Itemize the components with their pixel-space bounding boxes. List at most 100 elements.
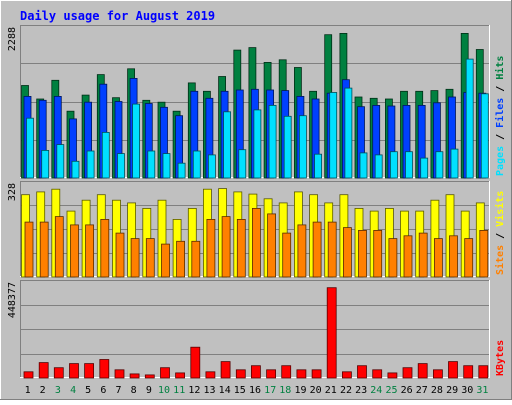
x-tick-label-day-27: 27: [416, 385, 428, 396]
bar-pages-day-28: [435, 151, 444, 179]
panel-kbytes: 448377 KBytes: [7, 280, 506, 379]
bar-kbytes-day-8: [129, 373, 140, 379]
bar-pages-day-30: [465, 58, 474, 179]
bar-kbytes-day-27: [417, 363, 428, 379]
bar-kbytes-day-6: [99, 359, 110, 379]
bar-pages-day-4: [71, 160, 80, 179]
bar-kbytes-day-13: [205, 371, 216, 379]
bar-sites-day-13: [206, 218, 216, 278]
bar-kbytes-day-2: [38, 362, 49, 379]
bar-kbytes-day-24: [372, 369, 383, 379]
x-tick-label-day-9: 9: [146, 385, 152, 396]
bar-sites-day-30: [464, 238, 474, 278]
bar-kbytes-day-18: [281, 365, 292, 379]
legend-item: KBytes: [495, 340, 506, 376]
bar-sites-day-20: [312, 221, 322, 278]
bar-sites-day-10: [161, 243, 170, 278]
bar-pages-day-7: [117, 153, 125, 179]
bar-kbytes-day-12: [190, 346, 201, 379]
bar-pages-day-3: [56, 144, 65, 179]
bar-pages-day-11: [177, 162, 186, 179]
bar-pages-day-18: [283, 115, 292, 179]
bar-pages-day-25: [389, 151, 398, 179]
bar-sites-day-18: [282, 232, 292, 278]
bar-pages-day-2: [41, 149, 50, 179]
bar-kbytes-day-26: [402, 367, 413, 379]
bar-kbytes-day-29: [448, 361, 458, 379]
x-tick-label-day-21: 21: [325, 385, 337, 396]
legend-separator: /: [495, 128, 506, 146]
bar-sites-day-31: [479, 229, 489, 278]
bar-sites-day-23: [358, 229, 367, 278]
x-tick-label-day-1: 1: [25, 385, 31, 396]
bar-sites-day-16: [251, 207, 261, 278]
bar-pages-day-16: [253, 109, 262, 179]
bar-pages-day-15: [238, 149, 247, 179]
legend-item: Pages: [495, 146, 506, 176]
bar-sites-day-12: [191, 240, 201, 278]
bar-kbytes-day-30: [463, 365, 474, 379]
bar-sites-day-1: [24, 221, 34, 278]
bar-sites-day-28: [433, 238, 443, 278]
x-tick-label-day-5: 5: [85, 385, 91, 396]
bar-pages-day-5: [86, 150, 95, 179]
bar-kbytes-day-15: [235, 369, 246, 379]
legend-item: Files: [494, 98, 506, 128]
bar-kbytes-day-11: [175, 372, 186, 379]
bar-kbytes-day-3: [53, 367, 64, 379]
y-max-label: 328: [7, 183, 18, 201]
bar-pages-day-26: [405, 151, 413, 179]
bar-pages-day-12: [192, 150, 201, 179]
bar-sites-day-11: [176, 240, 186, 278]
x-tick-label-day-29: 29: [446, 385, 458, 396]
legend: Pages / Files / Hits: [494, 56, 506, 176]
bar-pages-day-24: [374, 154, 383, 179]
bar-kbytes-day-1: [23, 371, 34, 379]
bar-kbytes-day-10: [160, 367, 170, 379]
bar-sites-day-9: [145, 238, 155, 278]
bar-sites-day-21: [327, 221, 337, 278]
x-tick-label-day-14: 14: [219, 385, 231, 396]
x-tick-label-day-2: 2: [40, 385, 46, 396]
panel-visits-sites: 328 Sites / Visits: [7, 181, 506, 278]
bar-kbytes-day-17: [266, 369, 277, 379]
bar-sites-day-6: [100, 218, 110, 278]
bar-kbytes-day-25: [387, 372, 398, 379]
chart-title: Daily usage for August 2019: [20, 9, 215, 23]
x-tick-label-day-6: 6: [100, 385, 106, 396]
x-tick-label-day-15: 15: [234, 385, 246, 396]
x-tick-label-day-16: 16: [249, 385, 261, 396]
bar-pages-day-31: [480, 93, 489, 179]
legend: KBytes: [495, 340, 506, 376]
legend-item: Hits: [494, 56, 506, 80]
bar-sites-day-25: [388, 238, 398, 278]
bar-kbytes-day-5: [84, 363, 94, 379]
bar-kbytes-day-9: [144, 374, 155, 379]
x-tick-label-day-25: 25: [385, 385, 397, 396]
bar-sites-day-14: [221, 216, 231, 278]
x-tick-label-day-3: 3: [55, 385, 61, 396]
bar-sites-day-4: [70, 224, 79, 278]
bar-pages-day-8: [132, 103, 141, 179]
bar-sites-day-29: [449, 235, 458, 278]
y-max-label: 448377: [7, 282, 18, 318]
bar-kbytes-day-20: [311, 369, 322, 379]
x-tick-label-day-17: 17: [264, 385, 276, 396]
x-tick-label-day-30: 30: [461, 385, 473, 396]
bar-pages-day-21: [329, 92, 338, 179]
y-max-label: 2288: [7, 27, 18, 51]
bar-sites-day-5: [85, 224, 94, 278]
x-tick-label-day-18: 18: [279, 385, 291, 396]
x-tick-label-day-31: 31: [476, 385, 488, 396]
bar-kbytes-day-28: [432, 369, 443, 379]
bar-pages-day-9: [147, 150, 156, 179]
bar-pages-day-27: [420, 157, 429, 179]
bar-kbytes-day-21: [326, 287, 337, 379]
panel-hits-files-pages: 2288 Pages / Files / Hits: [7, 25, 506, 179]
bar-sites-day-27: [418, 232, 428, 278]
bar-kbytes-day-14: [220, 361, 231, 379]
series-kbytes: [23, 287, 489, 379]
x-tick-label-day-19: 19: [294, 385, 306, 396]
